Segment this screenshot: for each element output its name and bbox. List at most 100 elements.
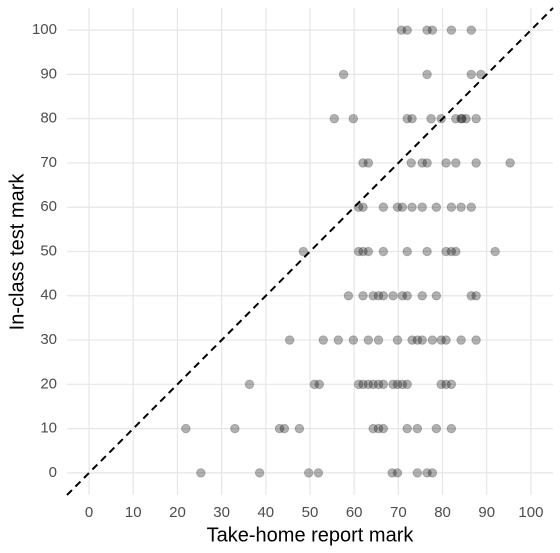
x-tick-label: 50	[302, 504, 319, 521]
point	[466, 202, 477, 213]
y-tick-label: 80	[40, 110, 57, 127]
y-tick-label: 30	[40, 331, 57, 348]
point	[446, 379, 457, 390]
point	[471, 158, 481, 168]
point	[294, 423, 305, 434]
point	[456, 113, 466, 124]
y-tick-label: 10	[40, 420, 57, 437]
point	[397, 202, 408, 213]
point	[181, 423, 191, 434]
point	[427, 335, 438, 345]
point	[456, 202, 466, 213]
point	[244, 379, 255, 390]
y-tick-label: 50	[40, 242, 57, 259]
point	[373, 379, 384, 390]
point	[358, 246, 368, 257]
point	[476, 69, 486, 80]
point	[441, 335, 451, 345]
x-tick-label: 30	[213, 504, 230, 521]
point	[378, 379, 389, 390]
point	[402, 25, 413, 35]
point	[505, 158, 515, 168]
point	[348, 335, 359, 345]
point	[412, 423, 423, 434]
point	[407, 202, 417, 213]
point	[422, 468, 432, 478]
point	[392, 379, 403, 390]
point	[314, 379, 325, 390]
point	[363, 379, 374, 390]
point	[417, 202, 428, 213]
point	[373, 290, 384, 301]
x-axis-title: Take-home report mark	[207, 524, 415, 546]
point	[490, 246, 500, 257]
point	[363, 335, 374, 345]
point	[427, 25, 438, 35]
point	[333, 335, 344, 345]
point	[417, 290, 428, 301]
point	[451, 158, 461, 168]
point	[431, 423, 442, 434]
y-tick-label: 90	[40, 65, 57, 82]
point	[471, 113, 481, 124]
y-axis-title: In-class test mark	[6, 173, 28, 331]
point	[378, 202, 389, 213]
point	[427, 468, 438, 478]
point	[456, 335, 466, 345]
point	[431, 290, 442, 301]
point	[457, 113, 467, 124]
point	[284, 335, 295, 345]
point	[451, 113, 461, 124]
point	[274, 423, 285, 434]
point	[422, 158, 432, 168]
point	[471, 335, 481, 345]
point	[392, 202, 403, 213]
point	[402, 290, 413, 301]
point	[402, 246, 413, 257]
point	[417, 158, 428, 168]
point	[446, 423, 457, 434]
point	[436, 335, 447, 345]
point	[348, 113, 359, 124]
point	[441, 246, 451, 257]
point	[446, 246, 457, 257]
point	[441, 158, 451, 168]
point	[431, 202, 442, 213]
point	[407, 113, 417, 124]
y-tick-label: 40	[40, 287, 57, 304]
point	[387, 468, 397, 478]
x-tick-label: 90	[478, 504, 495, 521]
point	[353, 379, 364, 390]
point	[254, 468, 265, 478]
point	[373, 423, 384, 434]
point	[392, 335, 403, 345]
point	[373, 335, 384, 345]
point	[353, 246, 364, 257]
point	[358, 379, 368, 390]
point	[466, 69, 477, 80]
point	[196, 468, 206, 478]
point	[451, 246, 461, 257]
identity-line	[66, 7, 554, 496]
point	[407, 335, 417, 345]
x-tick-label: 80	[434, 504, 451, 521]
x-tick-label: 60	[346, 504, 363, 521]
x-tick-label: 100	[518, 504, 543, 521]
point	[422, 246, 432, 257]
point	[392, 468, 403, 478]
point	[378, 290, 389, 301]
x-tick-label: 40	[257, 504, 274, 521]
point	[412, 335, 423, 345]
point	[378, 423, 389, 434]
point	[396, 25, 407, 35]
point	[363, 246, 374, 257]
point	[406, 158, 416, 168]
point	[436, 379, 447, 390]
x-tick-label: 10	[125, 504, 142, 521]
x-tick-label: 0	[85, 504, 93, 521]
point	[303, 468, 314, 478]
point	[358, 290, 368, 301]
y-tick-label: 20	[40, 375, 57, 392]
point	[426, 113, 436, 124]
